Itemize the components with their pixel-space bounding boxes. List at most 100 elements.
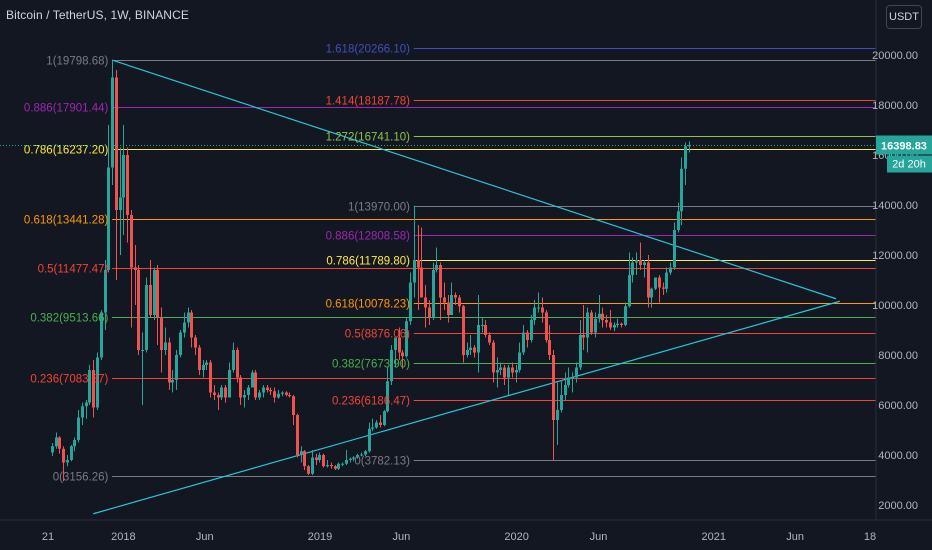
price-tick-label: 4000.00 [878, 450, 918, 462]
candle-body [605, 320, 608, 323]
candle-body [488, 335, 491, 343]
candle-body [153, 270, 156, 315]
trendline[interactable] [93, 300, 840, 515]
candle-body [352, 457, 355, 459]
candle-body [616, 323, 619, 325]
time-tick-label: Jun [786, 531, 804, 543]
candle-body [567, 377, 570, 385]
candle-body [220, 387, 223, 398]
candle-body [439, 265, 442, 298]
candle-body [628, 275, 631, 307]
candle-body [307, 466, 310, 474]
candle-body [228, 370, 231, 398]
candle-body [545, 312, 548, 340]
candle-body [73, 440, 76, 447]
candle-body [639, 260, 642, 265]
price-tag-value: 16398.83 [881, 141, 927, 153]
currency-button[interactable]: USDT [886, 5, 922, 29]
candle-body [473, 347, 476, 353]
candle-body [119, 197, 122, 210]
candle-body [635, 260, 638, 263]
candle-body [390, 350, 393, 382]
candle-body [594, 318, 597, 333]
fib-level-label: 0.886(12808.58) [326, 231, 411, 243]
fib-level-lines [112, 48, 876, 477]
candle-body [85, 402, 88, 407]
candle-body [217, 395, 220, 398]
candle-body [680, 168, 683, 212]
price-tick-label: 10000.00 [872, 300, 918, 312]
candle-body [224, 387, 227, 398]
fib-level-label: 1.414(18187.78) [326, 96, 411, 108]
trendlines[interactable] [93, 59, 840, 515]
candle-body [518, 352, 521, 370]
candle-body [477, 325, 480, 353]
fib-level-label: 1(13970.00) [348, 202, 410, 214]
fib-level-label: 0.236(7083.87) [30, 374, 108, 386]
candle-body [405, 321, 408, 357]
candle-body [194, 337, 197, 348]
candle-body [337, 463, 340, 469]
candle-body [398, 337, 401, 353]
candle-body [409, 282, 412, 322]
candle-body [669, 267, 672, 273]
candle-body [450, 295, 453, 315]
candle-body [243, 395, 246, 398]
candle-body [432, 270, 435, 318]
candle-body [541, 307, 544, 313]
candle-body [171, 380, 174, 383]
candle-body [92, 370, 95, 408]
candle-body [55, 437, 58, 447]
candle-body [496, 370, 499, 373]
candle-body [371, 427, 374, 429]
symbol-title[interactable]: Bitcoin / TetherUS, 1W, BINANCE [6, 8, 189, 22]
candle-body [575, 367, 578, 378]
candle-body [266, 387, 269, 390]
candle-body [503, 367, 506, 378]
candle-body [205, 362, 208, 365]
candle-body [356, 455, 359, 458]
candle-body [77, 417, 80, 440]
candles [51, 60, 691, 482]
candle-body [420, 267, 423, 298]
fib-level-label: 0.5(11477.47) [38, 264, 109, 276]
candle-body [650, 288, 653, 298]
candle-body [126, 155, 129, 215]
candle-body [130, 215, 133, 268]
candle-body [424, 297, 427, 308]
candle-body [345, 460, 348, 464]
candle-body [70, 446, 73, 460]
candle-body [111, 77, 114, 168]
price-tick-label: 8000.00 [878, 350, 918, 362]
candle-body [673, 230, 676, 268]
candle-body [383, 411, 386, 425]
candle-body [209, 362, 212, 393]
candle-body [469, 347, 472, 350]
time-tick-label: Jun [590, 531, 608, 543]
time-axis[interactable]: 21 2018 Jun 2019 Jun 2020 Jun 2021 Jun 18 [42, 531, 876, 543]
trendline[interactable] [111, 59, 837, 300]
candle-body [631, 262, 634, 275]
candle-body [537, 307, 540, 309]
fib-level-label: 0.618(10078.23) [326, 299, 411, 311]
price-tick-label: 14000.00 [872, 200, 918, 212]
candle-body [145, 285, 148, 350]
candle-body [586, 312, 589, 338]
candle-body [187, 312, 190, 323]
candle-body [262, 387, 265, 393]
candle-body [688, 145, 691, 147]
time-tick-label: 21 [42, 531, 54, 543]
candle-body [349, 458, 352, 460]
candle-body [179, 332, 182, 355]
candle-body [296, 415, 299, 455]
candle-body [190, 312, 193, 338]
candle-body [613, 325, 616, 328]
candle-body [368, 428, 371, 452]
candle-body [571, 377, 574, 379]
candle-body [609, 322, 612, 328]
candle-body [239, 377, 242, 398]
candle-body [334, 466, 337, 469]
candle-body [499, 367, 502, 370]
candle-body [560, 395, 563, 410]
